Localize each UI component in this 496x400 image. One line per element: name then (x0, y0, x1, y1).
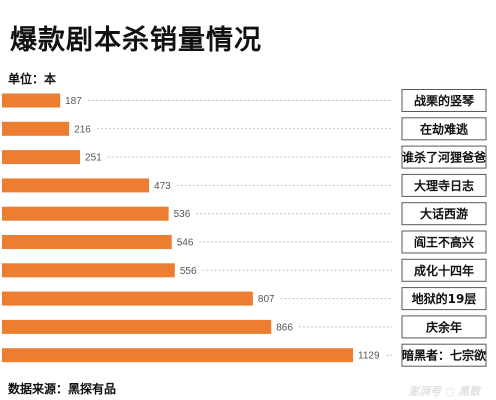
bar (2, 235, 172, 249)
category-label-box (401, 315, 487, 339)
value-label: 807 (258, 294, 275, 305)
value-label: 556 (180, 266, 197, 277)
category-label-box (401, 173, 487, 197)
category-label: 暗黑者：七宗欲 (402, 348, 486, 363)
category-label-box (401, 202, 487, 226)
category-label: 阎王不高兴 (414, 235, 474, 250)
source-label: 数据来源：黑探有品 (8, 382, 117, 396)
bar (2, 348, 353, 363)
category-label: 庆余年 (425, 319, 462, 334)
value-label: 1129 (358, 351, 380, 362)
category-label: 在劫难逃 (420, 121, 469, 136)
category-label-box (401, 89, 487, 112)
value-label: 251 (85, 153, 102, 164)
value-label: 536 (174, 209, 191, 220)
unit-label: 单位：本 (8, 72, 57, 86)
category-label: 大话西游 (420, 206, 468, 221)
category-label: 战栗的竖琴 (414, 93, 475, 108)
value-label: 546 (177, 238, 194, 249)
category-label: 成化十四年 (414, 263, 474, 278)
bar (2, 319, 272, 334)
value-label: 866 (276, 322, 293, 333)
bar (2, 93, 61, 108)
value-label: 187 (65, 96, 82, 107)
bar (2, 263, 175, 278)
category-label-box (401, 343, 487, 367)
bar (2, 291, 253, 306)
bar (2, 206, 169, 221)
category-label-box (401, 258, 487, 282)
bar (2, 121, 70, 136)
category-label-box (401, 145, 487, 169)
chart-title: 爆款剧本杀销量情况 (10, 25, 262, 56)
category-label-box (401, 117, 487, 141)
bar (2, 150, 81, 165)
value-label: 473 (154, 181, 171, 192)
value-label: 216 (74, 124, 91, 135)
category-label-box (401, 287, 487, 311)
category-label-box (401, 230, 487, 254)
category-label: 地狱的19层 (412, 291, 477, 306)
category-label: 谁杀了河狸爸爸 (402, 150, 486, 165)
bar (2, 178, 150, 193)
watermark: 澎湃号 ○ 黑数 (408, 385, 481, 398)
category-label: 大理寺日志 (414, 178, 474, 193)
